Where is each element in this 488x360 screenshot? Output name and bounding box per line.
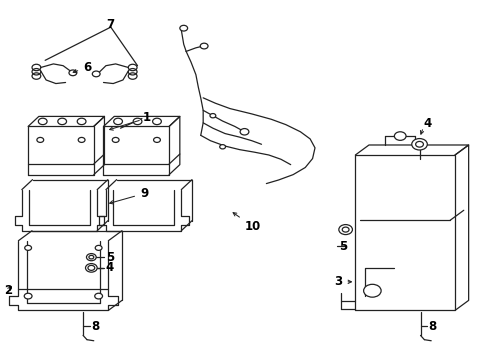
- Text: 7: 7: [106, 18, 115, 31]
- Circle shape: [393, 132, 405, 140]
- Circle shape: [152, 118, 161, 125]
- Circle shape: [95, 293, 102, 299]
- Circle shape: [411, 139, 427, 150]
- Circle shape: [338, 225, 352, 235]
- Circle shape: [88, 265, 95, 270]
- Circle shape: [114, 118, 122, 125]
- Circle shape: [92, 71, 100, 77]
- Circle shape: [89, 255, 94, 259]
- Circle shape: [78, 138, 85, 143]
- Circle shape: [77, 118, 86, 125]
- Circle shape: [200, 43, 207, 49]
- Circle shape: [24, 293, 32, 299]
- Circle shape: [209, 113, 215, 118]
- Text: 2: 2: [4, 284, 12, 297]
- Text: 6: 6: [73, 61, 91, 74]
- Text: 4: 4: [423, 117, 431, 130]
- Circle shape: [363, 284, 380, 297]
- Text: 10: 10: [233, 213, 260, 233]
- Circle shape: [85, 264, 97, 272]
- Circle shape: [112, 138, 119, 143]
- Circle shape: [180, 25, 187, 31]
- Circle shape: [415, 141, 423, 147]
- Text: 4: 4: [106, 261, 114, 274]
- Circle shape: [95, 246, 102, 250]
- Circle shape: [25, 246, 31, 250]
- Circle shape: [240, 129, 248, 135]
- Circle shape: [86, 253, 96, 261]
- Circle shape: [37, 138, 43, 143]
- Circle shape: [38, 118, 47, 125]
- Circle shape: [342, 227, 348, 232]
- Circle shape: [58, 118, 66, 125]
- Text: 1: 1: [142, 111, 150, 124]
- Circle shape: [219, 145, 225, 149]
- Text: 8: 8: [91, 320, 100, 333]
- Circle shape: [133, 118, 142, 125]
- Text: 5: 5: [106, 251, 114, 264]
- Text: 5: 5: [338, 240, 346, 253]
- Text: 8: 8: [427, 320, 436, 333]
- Text: 9: 9: [109, 187, 148, 204]
- Circle shape: [153, 138, 160, 143]
- Text: 3: 3: [334, 275, 351, 288]
- Circle shape: [69, 70, 77, 76]
